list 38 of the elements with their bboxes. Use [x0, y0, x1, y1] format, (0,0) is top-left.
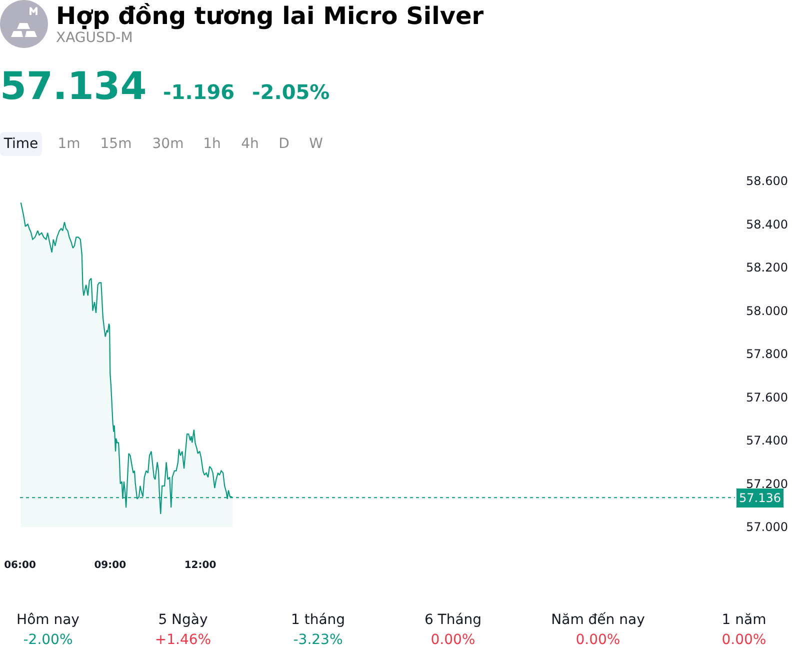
text: -3.23%	[293, 631, 343, 649]
text: -1.196	[163, 80, 235, 104]
y-tick-label: 58.200	[746, 260, 788, 275]
text: W	[309, 135, 323, 154]
chart-subtitle: XAGUSD-M	[56, 30, 133, 47]
y-tick-label: 57.400	[746, 434, 788, 448]
y-tick-label: 58.000	[746, 304, 788, 318]
text: 1h	[203, 135, 221, 154]
text: 6 Tháng	[424, 611, 482, 629]
text: Năm đến nay	[551, 611, 645, 629]
text: 1 tháng	[290, 611, 346, 629]
text: -2.00%	[23, 631, 73, 649]
y-tick-label: 57.200	[746, 476, 788, 491]
text: 1 năm	[722, 611, 766, 629]
text: 0.00%	[576, 631, 620, 649]
text: Hôm nay	[16, 611, 80, 629]
text: +1.46%	[154, 631, 212, 649]
y-tick-label: 58.400	[746, 217, 788, 232]
text: 0.00%	[430, 631, 476, 649]
text: 0.00%	[722, 631, 766, 649]
x-tick-label: 12:00	[184, 560, 216, 571]
text: 15m	[100, 135, 132, 154]
x-tick-label: 09:00	[94, 560, 126, 571]
text: -2.05%	[252, 80, 330, 104]
ref-line-label: 57.136	[739, 491, 781, 505]
y-tick-label: 57.000	[746, 520, 788, 534]
chart-title: Hợp đồng tương lai Micro Silver	[56, 1, 484, 32]
y-tick-label: 58.600	[746, 174, 788, 188]
x-tick-label: 06:00	[4, 560, 36, 571]
text: 1m	[58, 135, 80, 154]
text: 5 Ngày	[158, 611, 208, 629]
text: Time	[4, 135, 38, 154]
text: 30m	[152, 135, 184, 154]
text: 4h	[241, 135, 259, 154]
text: D	[278, 135, 290, 154]
text: 57.134	[0, 64, 147, 108]
y-tick-label: 57.800	[746, 347, 788, 362]
y-tick-label: 57.600	[746, 390, 788, 404]
